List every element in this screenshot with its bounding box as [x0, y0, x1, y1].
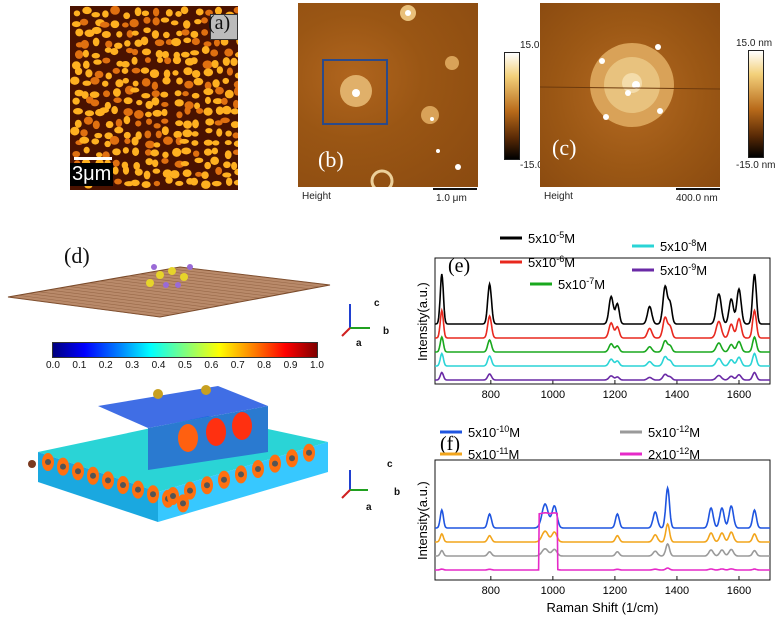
legend-label: 5x10-12M [648, 424, 700, 440]
legend-label: 5x10-6M [528, 254, 575, 270]
panel-b-label: (b) [318, 147, 344, 172]
spectrum-line [435, 307, 770, 339]
x-axis-label: Raman Shift (1/cm) [547, 600, 659, 615]
x-tick-label: 1000 [541, 389, 565, 401]
plot-frame [434, 459, 771, 581]
raman-chart-e: 800 1000 1200 1400 1600 Intensity(a.u.) (e) 5x1… [415, 230, 771, 401]
spectrum-line [435, 351, 770, 367]
x-tick-label: 1200 [603, 389, 627, 401]
panel-c-cbar-top: 15.0 nm [736, 38, 773, 49]
panel-a-label: (a) [208, 12, 231, 34]
density-colorbar-ticks: 0.0 0.1 0.2 0.3 0.4 0.5 0.6 0.7 0.8 0.9 1.0 [44, 360, 332, 374]
panel-b-afm [298, 3, 478, 187]
axes-glyph-bottom [341, 470, 368, 499]
colorbar-tick: 0.8 [257, 360, 272, 371]
axes-glyph-top [341, 304, 370, 337]
axis-c-label-top: c [374, 298, 380, 309]
afm-b-features [322, 5, 461, 187]
panel-c-scalebar-label: 400.0 nm [676, 193, 718, 204]
molecule-model [146, 264, 193, 288]
nanoparticle-dots [70, 6, 238, 189]
panel-label: (f) [440, 433, 460, 455]
spectrum-line [435, 273, 770, 325]
panel-b-height-label: Height [302, 191, 331, 202]
panel-c-afm [540, 3, 720, 187]
panel-c-cbar-bottom: -15.0 nm [736, 160, 776, 171]
colorbar-tick: 0.5 [178, 360, 192, 371]
axis-c-label-bottom: c [387, 459, 393, 470]
colorbar-tick: 0.7 [230, 360, 245, 371]
spectrum-line [435, 512, 770, 571]
x-tick-label: 1200 [603, 585, 627, 597]
axis-a-label-top: a [356, 338, 362, 349]
panel-c-height-label: Height [544, 191, 573, 202]
axis-a-label-bottom: a [366, 502, 372, 513]
legend-label: 5x10-9M [660, 262, 707, 278]
raman-chart-f: 800 1000 1200 1400 1600 Intensity(a.u.) (f) 5x1… [415, 424, 771, 615]
panel-label: (e) [448, 255, 470, 277]
x-tick-label: 800 [482, 585, 500, 597]
colorbar-tick: 0.0 [46, 360, 60, 371]
plot-frame [434, 257, 771, 385]
panel-b-cbar-bottom: -15.0 nm [520, 160, 559, 171]
panel-d-label: (d) [64, 243, 90, 268]
spectrum-line [435, 522, 770, 543]
panel-b-cbar-top: 15.0 nm [520, 40, 557, 51]
panel-b-colorbar [504, 52, 520, 160]
x-tick-label: 1000 [541, 585, 565, 597]
afm-c-features [540, 43, 720, 127]
colorbar-tick: 0.3 [125, 360, 140, 371]
x-tick-label: 800 [482, 389, 500, 401]
spectrum-line [435, 542, 770, 557]
legend-label: 5x10-8M [660, 238, 707, 254]
density-colorbar [52, 342, 318, 358]
colorbar-tick: 0.6 [204, 360, 219, 371]
x-tick-label: 1400 [665, 585, 689, 597]
x-tick-label: 1600 [727, 389, 751, 401]
panel-c-label: (c) [552, 135, 577, 160]
charge-density-map [28, 385, 328, 522]
spectrum-line [435, 335, 770, 353]
x-tick-label: 1400 [665, 389, 689, 401]
colorbar-tick: 0.1 [72, 360, 87, 371]
axis-b-label-top: b [383, 326, 390, 337]
panel-b-scalebar-label: 1.0 μm [436, 193, 467, 204]
panel-c-colorbar [748, 50, 764, 158]
y-axis-label: Intensity(a.u.) [415, 481, 430, 560]
graphene-sheet-model [7, 264, 331, 318]
panel-a-scalebar-label: 3μm [70, 163, 114, 186]
spectrum-line [435, 485, 770, 529]
legend-label: 5x10-5M [528, 230, 575, 246]
colorbar-tick: 0.2 [98, 360, 113, 371]
panel-c-scalebar [676, 188, 720, 190]
panel-a-label-box [210, 14, 238, 40]
panel-a-scalebar [74, 157, 112, 160]
axis-b-label-bottom: b [394, 487, 401, 498]
spectrum-line [435, 371, 770, 381]
legend-label: 5x10-11M [468, 446, 519, 462]
y-axis-label: Intensity(a.u.) [415, 282, 430, 361]
panel-b-scalebar [433, 188, 477, 190]
colorbar-tick: 0.9 [283, 360, 298, 371]
legend-label: 5x10-10M [468, 424, 520, 440]
x-tick-label: 1600 [727, 585, 751, 597]
legend-label: 5x10-7M [558, 276, 605, 292]
colorbar-tick: 1.0 [310, 360, 324, 371]
colorbar-tick: 0.4 [151, 360, 166, 371]
legend-label: 2x10-12M [648, 446, 700, 462]
